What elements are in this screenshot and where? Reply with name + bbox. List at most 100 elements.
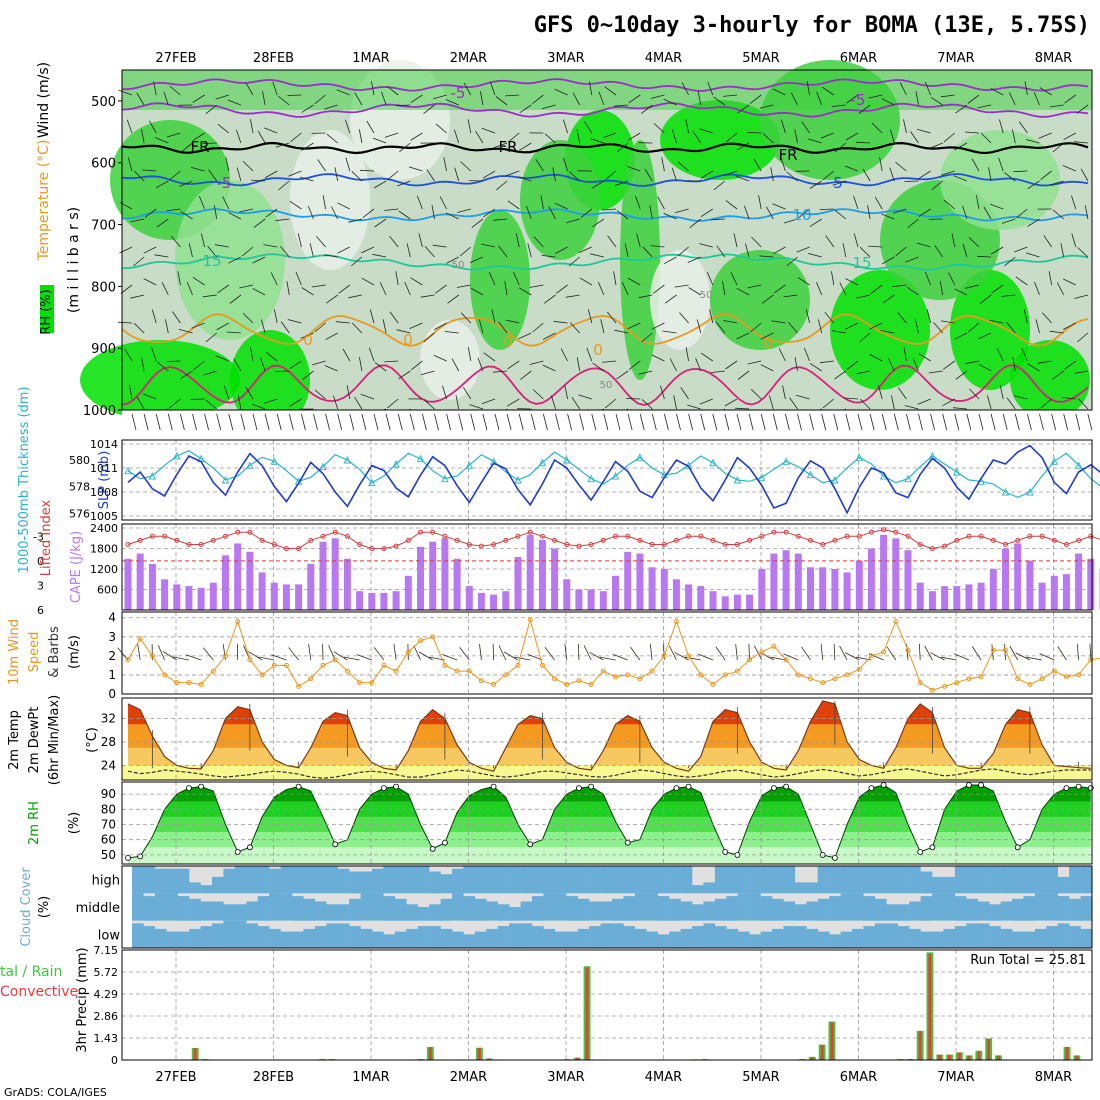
wind-barb <box>677 161 689 172</box>
wind-speed-point <box>795 672 801 678</box>
wind-barb <box>844 165 859 172</box>
wind-barb <box>604 398 617 409</box>
cape-bar <box>368 592 376 610</box>
date-label-top: 2MAR <box>450 51 487 66</box>
wind-barb <box>668 645 677 661</box>
rh-shading <box>230 330 310 430</box>
cloud-cell-middle <box>977 901 990 921</box>
cloud-cell-high <box>749 866 761 894</box>
rh-shading <box>175 180 285 340</box>
cloud-cell-middle <box>326 904 338 921</box>
thickness-point <box>368 478 376 487</box>
wind-barb <box>374 218 387 228</box>
ylabel-precip-b: Convective <box>0 984 78 1000</box>
thickness-point <box>319 462 327 471</box>
wind-speed-point <box>320 662 326 668</box>
cape-bar <box>417 546 424 610</box>
wind-barb <box>930 96 943 106</box>
rh2-point <box>685 783 692 790</box>
wind-speed-point <box>174 680 180 686</box>
ylabel-temp-a: 2m Temp <box>7 710 22 770</box>
wind-barb <box>930 413 935 431</box>
wind-barb <box>771 320 786 324</box>
wind-barb <box>1039 653 1055 661</box>
wind-barb <box>177 271 181 286</box>
cape-bar <box>770 553 778 610</box>
cloud-cell-low <box>897 926 910 948</box>
wind-barb <box>397 180 411 187</box>
wind-barb <box>151 309 157 324</box>
wind-barb <box>1049 330 1064 334</box>
wind-barb <box>941 170 955 176</box>
contour-25 <box>121 364 1089 406</box>
cloud-cell-middle <box>520 901 533 921</box>
wind-barb <box>205 104 217 115</box>
wind-barb <box>967 94 980 104</box>
cape-bar <box>563 579 571 611</box>
wind-barb <box>492 643 495 661</box>
wind-barb <box>477 357 484 372</box>
surface-barb-strip <box>122 410 1092 438</box>
wind-barb <box>222 644 226 661</box>
rh-shading <box>290 130 370 270</box>
wind-barb <box>1039 87 1052 96</box>
wind-barb <box>641 399 653 410</box>
wind-barb <box>137 644 141 661</box>
cape-bar <box>746 594 754 610</box>
wind-barb <box>758 195 762 210</box>
wind-barb <box>224 385 230 400</box>
wind-barb <box>1006 321 1016 334</box>
wind-barb <box>737 370 750 380</box>
cloud-cell-high <box>177 868 190 894</box>
cloud-cell-low <box>577 928 590 948</box>
li-point <box>734 542 740 547</box>
wind-barb <box>308 644 312 661</box>
wind-barb <box>736 287 750 296</box>
cloud-cell-middle <box>920 896 933 921</box>
wind-barb <box>846 94 859 104</box>
wind-barb <box>289 398 302 407</box>
wind-barb <box>786 256 798 267</box>
thickness-point <box>416 454 425 463</box>
wind-barb <box>1051 413 1056 431</box>
wind-barb <box>541 255 556 258</box>
cloud-cell-high <box>1012 866 1024 894</box>
date-label-top: 27FEB <box>155 51 196 66</box>
rh2-point <box>198 783 205 790</box>
cloud-cell-high <box>943 876 956 894</box>
wind-barb <box>225 157 230 172</box>
wind-speed-point <box>539 662 545 668</box>
wind-barb <box>766 206 774 220</box>
wind-barb <box>1063 132 1076 141</box>
wind-speed-point <box>905 647 911 653</box>
wind-barb <box>314 94 326 105</box>
wind-barb <box>789 397 798 410</box>
li-tick-label: 6 <box>37 604 44 617</box>
cloud-cell-low <box>394 931 407 948</box>
wind-barb <box>576 357 581 372</box>
cloud-cell-high <box>726 866 738 894</box>
wind-barb <box>272 81 278 96</box>
wind-barb <box>228 212 242 220</box>
ylabel-precip-c: 3hr Precip (mm) <box>75 947 90 1052</box>
thickness-point <box>709 458 717 467</box>
rh2-tick-label: 90 <box>101 787 116 801</box>
wind-barb <box>264 413 270 431</box>
wind-barb <box>530 413 536 431</box>
wind-barb <box>794 357 798 372</box>
li-point <box>332 529 338 535</box>
cape-bar <box>953 586 961 610</box>
cloud-cell-middle <box>383 896 396 921</box>
wind-barb <box>136 396 145 410</box>
wind-barb <box>778 348 786 362</box>
wind-barb <box>955 370 968 380</box>
cloud-cell-high <box>303 866 316 894</box>
cloud-cell-high <box>223 868 236 894</box>
li-point <box>929 546 935 552</box>
cloud-cell-high <box>783 866 796 894</box>
li-point <box>673 537 679 543</box>
contour-10 <box>121 208 1089 222</box>
wind-barb <box>606 311 617 324</box>
wind-barb <box>601 208 617 211</box>
wind-barb <box>263 398 278 404</box>
